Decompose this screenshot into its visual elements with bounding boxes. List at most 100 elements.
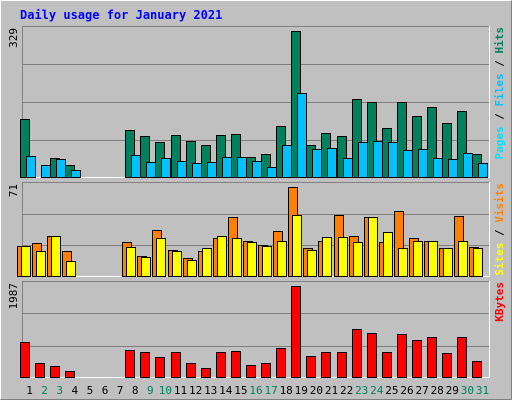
bar-files-day-11 xyxy=(177,161,187,178)
bar-hits-day-8 xyxy=(125,130,135,178)
bar-sites-day-3 xyxy=(51,236,61,277)
bar-hits-day-30 xyxy=(457,111,467,178)
bar-hits-day-23 xyxy=(352,99,362,178)
x-tick-label-day-29: 29 xyxy=(446,384,459,397)
x-tick-label-day-17: 17 xyxy=(264,384,277,397)
chart-panels: 329 Pages / Files / Hits 71 Sites / Visits 1… xyxy=(7,26,506,378)
bar-kbytes-day-30 xyxy=(457,337,467,378)
chart-title: Daily usage for January 2021 xyxy=(20,8,222,22)
bar-sites-day-20 xyxy=(307,250,317,277)
bar-sites-day-19 xyxy=(292,215,302,277)
bar-kbytes-day-22 xyxy=(337,352,347,378)
legend-visits-sites: Sites / Visits xyxy=(493,183,506,276)
bar-sites-day-1 xyxy=(21,246,31,277)
bar-kbytes-day-11 xyxy=(171,352,181,378)
bar-kbytes-day-24 xyxy=(367,333,377,378)
bar-files-day-17 xyxy=(267,167,277,178)
bar-sites-day-12 xyxy=(187,260,197,277)
bar-sites-day-14 xyxy=(217,236,227,277)
bar-hits-day-1 xyxy=(20,119,30,178)
bar-files-day-30 xyxy=(463,153,473,178)
bar-sites-day-10 xyxy=(156,238,166,277)
bar-files-day-3 xyxy=(56,159,66,178)
bar-kbytes-day-18 xyxy=(276,348,286,378)
bar-files-day-16 xyxy=(252,161,262,178)
bar-files-day-27 xyxy=(418,149,428,178)
bar-hits-day-15 xyxy=(231,134,241,178)
x-tick-label-day-5: 5 xyxy=(87,384,94,397)
bar-kbytes-day-17 xyxy=(261,363,271,378)
y-max-label: 1987 xyxy=(7,283,20,310)
bar-sites-day-11 xyxy=(172,251,182,277)
bar-sites-day-31 xyxy=(473,248,483,277)
bar-kbytes-day-23 xyxy=(352,329,362,378)
x-tick-label-day-24: 24 xyxy=(370,384,384,397)
bar-sites-day-15 xyxy=(232,238,242,277)
x-tick-label-day-22: 22 xyxy=(340,384,353,397)
bar-hits-day-26 xyxy=(397,102,407,178)
bar-sites-day-28 xyxy=(428,241,438,277)
bar-kbytes-day-25 xyxy=(382,352,392,378)
legend-kbytes: KBytes xyxy=(493,282,506,322)
legend-entry: / xyxy=(493,54,506,74)
bar-kbytes-day-21 xyxy=(321,352,331,378)
bar-kbytes-day-14 xyxy=(216,352,226,378)
x-tick-label-day-4: 4 xyxy=(71,384,78,397)
bar-sites-day-24 xyxy=(368,217,378,277)
bar-kbytes-day-3 xyxy=(50,366,60,378)
bar-files-day-2 xyxy=(41,165,51,178)
legend-entry: Pages xyxy=(493,126,506,159)
legend-entry: Visits xyxy=(493,183,506,223)
bar-files-day-21 xyxy=(327,148,337,178)
x-tick-label-day-9: 9 xyxy=(147,384,154,397)
x-tick-label-day-7: 7 xyxy=(117,384,124,397)
bar-kbytes-day-9 xyxy=(140,352,150,378)
bar-files-day-12 xyxy=(192,163,202,178)
bar-files-day-9 xyxy=(146,162,156,178)
legend-entry: / xyxy=(493,223,506,243)
panel-hits-files-pages: 329 Pages / Files / Hits xyxy=(7,26,506,178)
bar-sites-day-25 xyxy=(383,232,393,277)
x-tick-label-day-18: 18 xyxy=(280,384,293,397)
bar-sites-day-4 xyxy=(66,261,76,277)
x-tick-label-day-13: 13 xyxy=(204,384,217,397)
x-tick-label-day-21: 21 xyxy=(325,384,338,397)
bar-hits-day-22 xyxy=(337,136,347,178)
bar-sites-day-16 xyxy=(247,242,257,277)
x-tick-label-day-8: 8 xyxy=(132,384,139,397)
bar-kbytes-day-10 xyxy=(155,357,165,378)
bar-files-day-23 xyxy=(358,142,368,178)
bar-hits-day-12 xyxy=(186,141,196,178)
bar-kbytes-day-2 xyxy=(35,363,45,378)
bar-files-day-8 xyxy=(131,155,141,178)
legend-entry: KBytes xyxy=(493,282,506,322)
bar-sites-day-18 xyxy=(277,241,287,277)
bar-sites-day-30 xyxy=(458,241,468,277)
legend-entry: Files xyxy=(493,73,506,106)
bar-kbytes-day-8 xyxy=(125,350,135,378)
bar-hits-day-27 xyxy=(412,116,422,178)
panel-visits-sites: 71 Sites / Visits xyxy=(7,182,506,277)
x-tick-label-day-20: 20 xyxy=(310,384,323,397)
bar-files-day-15 xyxy=(237,157,247,178)
bar-sites-day-2 xyxy=(36,251,46,277)
x-tick-label-day-30: 30 xyxy=(461,384,474,397)
bar-sites-day-22 xyxy=(338,237,348,277)
y-max-label: 71 xyxy=(7,184,20,197)
bar-files-day-24 xyxy=(373,141,383,178)
x-axis-day-labels: 1 2 3 4 5 6 7 8 9 10 11 12 13 14 15 16 17 18 19 20 21 22 23 24 2… xyxy=(26,384,489,397)
legend-entry: Sites xyxy=(493,243,506,276)
bar-kbytes-day-1 xyxy=(20,342,30,378)
bar-hits-day-29 xyxy=(442,123,452,178)
x-tick-label-day-16: 16 xyxy=(249,384,262,397)
bar-files-day-19 xyxy=(297,93,307,178)
bar-sites-day-8 xyxy=(126,247,136,277)
bar-files-day-31 xyxy=(478,163,488,178)
y-max-label: 329 xyxy=(7,28,20,48)
bar-files-day-18 xyxy=(282,145,292,178)
bar-files-day-25 xyxy=(388,142,398,178)
bar-sites-day-27 xyxy=(413,241,423,277)
x-tick-label-day-14: 14 xyxy=(219,384,233,397)
x-tick-label-day-11: 11 xyxy=(174,384,187,397)
